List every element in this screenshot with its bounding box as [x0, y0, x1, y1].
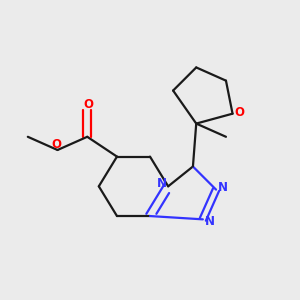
Text: O: O: [235, 106, 245, 118]
Text: N: N: [157, 176, 167, 190]
Text: O: O: [52, 138, 61, 151]
Text: N: N: [218, 182, 228, 194]
Text: N: N: [205, 214, 215, 227]
Text: O: O: [83, 98, 93, 111]
